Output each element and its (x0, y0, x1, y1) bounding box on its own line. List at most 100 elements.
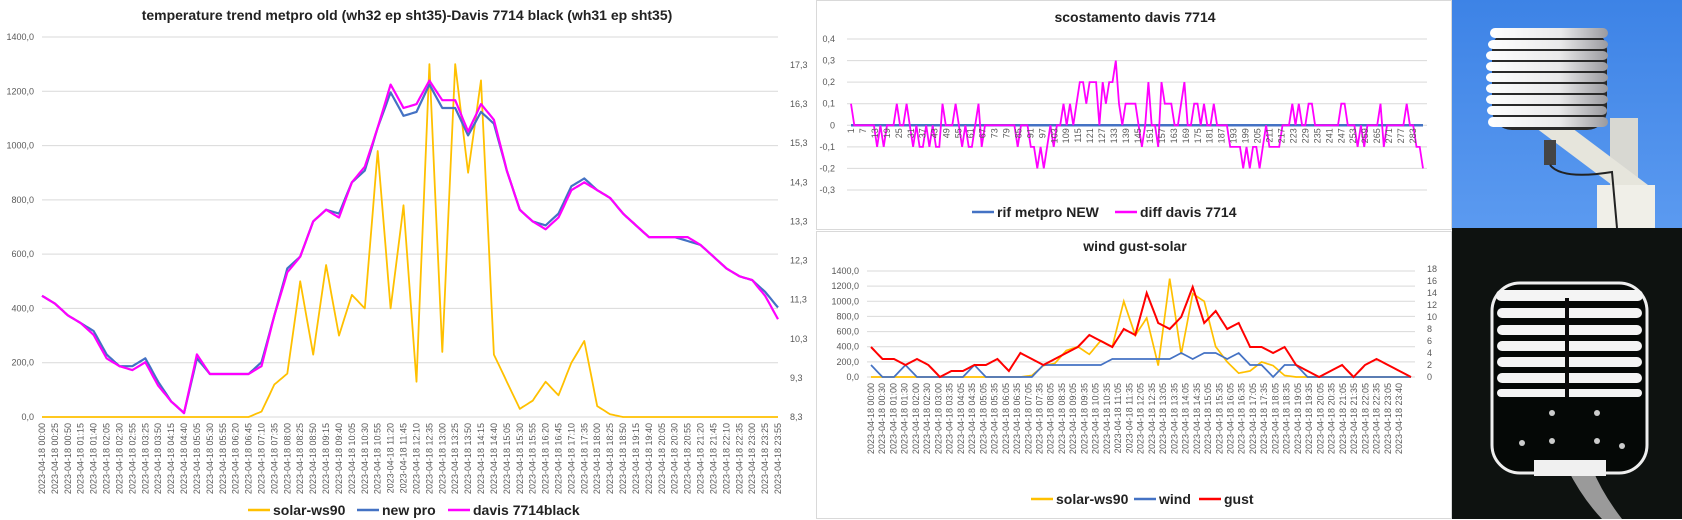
x-tick-label: 2023-04-18 03:50 (153, 423, 163, 494)
x-tick-label: 2023-04-18 17:10 (566, 423, 576, 494)
x-tick-label: 2023-04-18 20:30 (670, 423, 680, 494)
x-tick-label: 2023-04-18 14:05 (1181, 383, 1191, 454)
series-line-gust (870, 284, 1412, 379)
y-right-tick-label: 17,3 (790, 60, 808, 70)
y-right-tick-label: 10,3 (790, 334, 808, 344)
x-tick-label: 2023-04-18 17:35 (1259, 383, 1269, 454)
x-tick-label: 2023-04-18 18:35 (1282, 383, 1292, 454)
x-tick-label: 2023-04-18 08:35 (1057, 383, 1067, 454)
x-tick-label: 2023-04-18 01:40 (89, 423, 99, 494)
x-tick-label: 2023-04-18 14:40 (489, 423, 499, 494)
x-tick-label: 2023-04-18 06:20 (231, 423, 241, 494)
x-tick-label: 211 (1265, 128, 1275, 142)
x-tick-label: 115 (1073, 128, 1083, 142)
x-tick-label: 2023-04-18 05:05 (978, 383, 988, 454)
x-tick-label: 2023-04-18 16:45 (553, 423, 563, 494)
x-tick-label: 2023-04-18 07:35 (1035, 383, 1045, 454)
x-tick-label: 2023-04-18 05:05 (192, 423, 202, 494)
y-left-tick-label: 600,0 (836, 327, 859, 337)
x-tick-label: 2023-04-18 21:45 (708, 423, 718, 494)
x-tick-label: 2023-04-18 03:25 (140, 423, 150, 494)
y-tick-label: 0,3 (822, 56, 835, 66)
x-tick-label: 2023-04-18 05:30 (205, 423, 215, 494)
x-tick-label: 193 (1229, 128, 1239, 143)
x-tick-label: 2023-04-18 07:10 (257, 423, 267, 494)
x-tick-label: 7 (858, 128, 868, 133)
x-tick-label: 2023-04-18 23:55 (773, 423, 783, 494)
y-left-tick-label: 1400,0 (831, 266, 859, 276)
x-tick-label: 2023-04-18 05:35 (990, 383, 1000, 454)
x-tick-label: 2023-04-18 13:35 (1169, 383, 1179, 454)
x-tick-label: 151 (1145, 128, 1155, 143)
y-left-tick-label: 200,0 (836, 357, 859, 367)
x-tick-label: 2023-04-18 19:40 (644, 423, 654, 494)
y-left-tick-label: 400,0 (836, 342, 859, 352)
x-tick-label: 2023-04-18 09:15 (321, 423, 331, 494)
x-tick-label: 121 (1085, 128, 1095, 143)
x-tick-label: 247 (1336, 128, 1346, 143)
x-tick-label: 2023-04-18 12:10 (411, 423, 421, 494)
y-tick-label: 0,4 (822, 34, 835, 44)
y-right-tick-label: 4 (1427, 348, 1432, 358)
y-left-tick-label: 1000,0 (831, 296, 859, 306)
x-tick-label: 2023-04-18 18:50 (618, 423, 628, 494)
x-tick-label: 2023-04-18 19:05 (1293, 383, 1303, 454)
series-line-wind (870, 351, 1411, 379)
y-left-tick-label: 1400,0 (6, 32, 34, 42)
legend-label-solar: solar-ws90 (273, 502, 346, 518)
x-tick-label: 2023-04-18 11:45 (399, 423, 409, 493)
x-tick-label: 2023-04-18 08:05 (1046, 383, 1056, 454)
temperature-trend-svg: temperature trend metpro old (wh32 ep sh… (6, 7, 808, 518)
legend-label-davis: davis 7714black (473, 502, 580, 518)
x-tick-label: 259 (1360, 128, 1370, 143)
x-tick-label: 2023-04-18 02:30 (114, 423, 124, 494)
legend-label-rif: rif metpro NEW (997, 204, 1100, 220)
x-tick-label: 2023-04-18 21:05 (1338, 383, 1348, 454)
y-left-tick-label: 800,0 (11, 195, 34, 205)
x-tick-label: 2023-04-18 19:15 (631, 423, 641, 494)
x-tick-label: 109 (1061, 128, 1071, 143)
x-tick-label: 2023-04-18 02:05 (102, 423, 112, 494)
chart-title: scostamento davis 7714 (1054, 9, 1215, 25)
y-left-tick-label: 600,0 (11, 249, 34, 259)
x-tick-label: 61 (966, 128, 976, 138)
x-tick-label: 97 (1037, 128, 1047, 138)
y-right-tick-label: 12 (1427, 300, 1437, 310)
x-tick-label: 2023-04-18 15:35 (1214, 383, 1224, 454)
x-tick-label: 2023-04-18 22:35 (734, 423, 744, 494)
x-tick-label: 2023-04-18 04:35 (967, 383, 977, 454)
radiation-shield-photo (1452, 0, 1682, 228)
x-tick-label: 2023-04-18 06:45 (244, 423, 254, 494)
x-tick-label: 2023-04-18 07:35 (269, 423, 279, 494)
y-tick-label: -0,2 (819, 163, 835, 173)
x-tick-label: 2023-04-18 14:35 (1192, 383, 1202, 454)
x-tick-label: 37 (918, 128, 928, 138)
x-tick-label: 2023-04-18 20:35 (1327, 383, 1337, 454)
y-right-tick-label: 10 (1427, 312, 1437, 322)
y-right-tick-label: 8,3 (790, 412, 803, 422)
x-tick-label: 2023-04-18 04:15 (166, 423, 176, 494)
x-tick-label: 2023-04-18 16:20 (541, 423, 551, 494)
y-left-tick-label: 1200,0 (6, 86, 34, 96)
y-right-tick-label: 0 (1427, 372, 1432, 382)
x-tick-label: 85 (1013, 128, 1023, 138)
y-right-tick-label: 16 (1427, 276, 1437, 286)
x-tick-label: 2023-04-18 09:05 (1068, 383, 1078, 454)
x-tick-label: 19 (882, 128, 892, 138)
davis-shield-photo (1452, 228, 1682, 519)
y-right-tick-label: 13,3 (790, 216, 808, 226)
series-line-diff-davis-7714 (850, 60, 1424, 169)
y-tick-label: -0,3 (819, 185, 835, 195)
x-tick-label: 2023-04-18 01:30 (900, 383, 910, 454)
series-line-solar-ws90 (42, 63, 778, 418)
shield-dark-image (1452, 228, 1682, 519)
x-tick-label: 2023-04-18 18:05 (1270, 383, 1280, 454)
legend-label-wind: wind (1158, 491, 1191, 507)
x-tick-label: 13 (870, 128, 880, 138)
temperature-trend-chart: temperature trend metpro old (wh32 ep sh… (0, 0, 815, 519)
x-tick-label: 2023-04-18 19:35 (1304, 383, 1314, 454)
y-tick-label: -0,1 (819, 142, 835, 152)
x-tick-label: 91 (1025, 128, 1035, 138)
x-tick-label: 43 (930, 128, 940, 138)
x-tick-label: 175 (1193, 128, 1203, 143)
